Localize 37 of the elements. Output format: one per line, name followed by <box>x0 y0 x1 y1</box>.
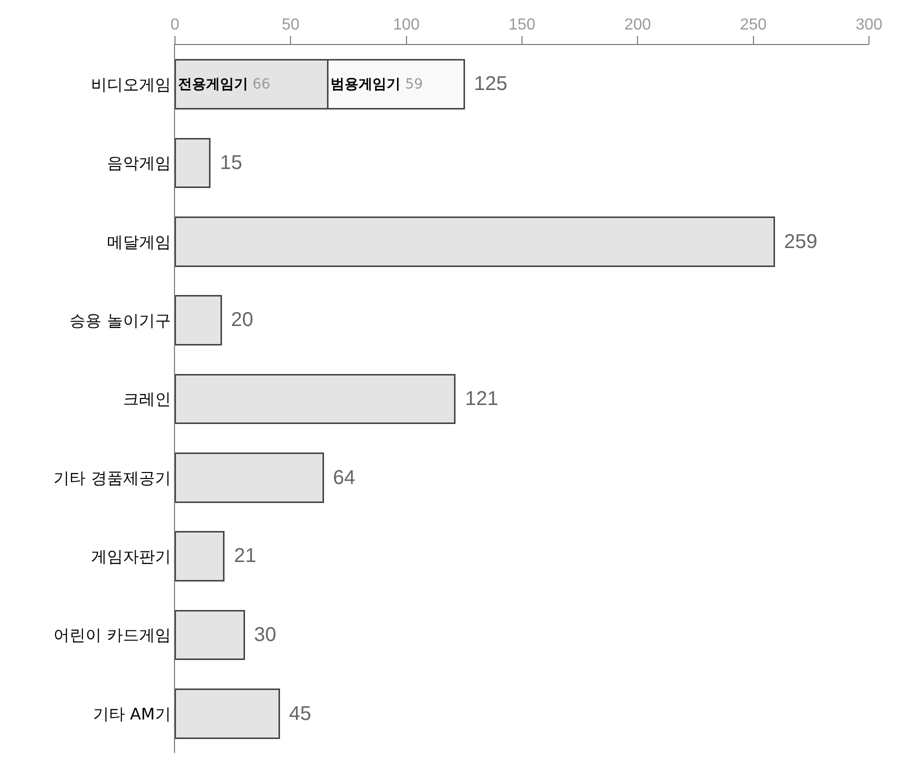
total-label: 15 <box>220 152 242 174</box>
total-label: 45 <box>289 703 312 725</box>
x-tick-label: 150 <box>508 16 536 34</box>
total-label: 259 <box>784 231 818 253</box>
x-tick-label: 250 <box>740 16 767 34</box>
y-tick-label: 기타 AM기 <box>92 704 171 724</box>
bar <box>175 138 210 188</box>
x-tick-label: 100 <box>392 16 420 34</box>
bar <box>175 295 222 346</box>
bar <box>175 610 246 660</box>
y-tick-label: 음악게임 <box>106 154 171 173</box>
total-label: 21 <box>234 545 256 567</box>
total-label: 121 <box>465 388 498 410</box>
x-tick-label: 200 <box>624 16 652 34</box>
series-label: 범용게임기 <box>330 76 401 92</box>
total-label: 30 <box>254 624 276 646</box>
total-label: 20 <box>231 309 254 331</box>
bar <box>175 688 280 739</box>
y-tick-label: 게임자판기 <box>90 546 171 566</box>
total-label: 64 <box>333 467 356 489</box>
y-tick-label: 기타 경품제공기 <box>54 468 171 488</box>
bar <box>175 374 456 424</box>
series-label: 전용게임기 <box>178 76 248 92</box>
y-tick-label: 승용 놀이기구 <box>70 310 171 330</box>
x-tick-label: 300 <box>856 16 882 34</box>
bar <box>175 216 775 267</box>
data-label: 59 <box>405 76 423 92</box>
y-tick-label: 크레인 <box>122 390 171 409</box>
bar <box>175 531 224 582</box>
bar <box>175 452 324 503</box>
y-tick-label: 비디오게임 <box>90 74 171 94</box>
data-label: 66 <box>252 76 270 92</box>
total-label: 125 <box>474 73 508 95</box>
x-tick-label: 0 <box>170 16 180 34</box>
x-tick-label: 50 <box>282 16 300 34</box>
y-tick-label: 어린이 카드게임 <box>54 626 171 645</box>
y-tick-label: 메달게임 <box>106 232 171 252</box>
